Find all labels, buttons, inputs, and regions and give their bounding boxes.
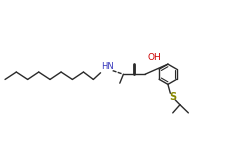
Text: HN: HN xyxy=(101,62,114,71)
Text: S: S xyxy=(170,92,177,102)
Text: OH: OH xyxy=(147,53,161,62)
